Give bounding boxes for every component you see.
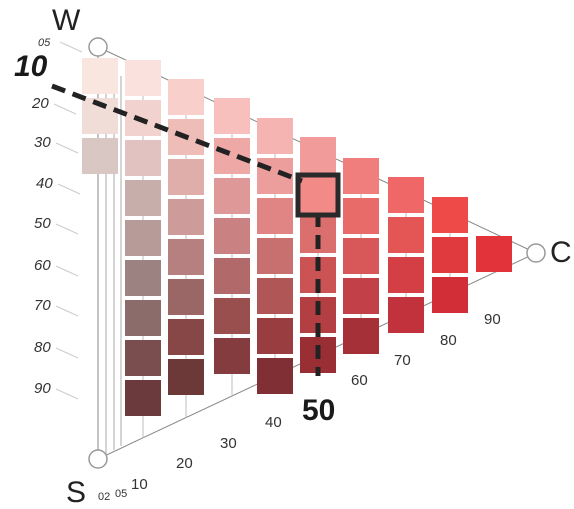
color-swatch [432,277,468,313]
blackness-tick-label: 30 [34,134,51,151]
chromaticness-tick-label: 90 [484,311,501,328]
chromaticness-tick-label: 05 [115,488,127,500]
color-swatch [388,217,424,253]
color-swatch [82,138,118,174]
black-endpoint-circle [88,449,108,469]
blackness-tick-mark [55,388,79,400]
color-swatch [214,298,250,334]
color-swatch [214,98,250,134]
chromaticness-tick-label: 30 [220,435,237,452]
color-swatch [388,257,424,293]
color-swatch [168,79,204,115]
blackness-tick-label: 05 [38,37,51,49]
blackness-tick-mark [53,103,77,115]
color-swatch [214,218,250,254]
color-swatch [125,140,161,176]
color-swatch [343,278,379,314]
chromaticness-tick-label: 02 [98,491,110,503]
color-swatch [125,180,161,216]
color-swatch [257,358,293,394]
white-axis-label: W [52,4,81,37]
color-swatch [343,158,379,194]
color-swatch [82,58,118,94]
color-swatch [125,220,161,256]
color-swatch [300,137,336,173]
blackness-tick-mark [57,183,81,195]
color-swatch [125,340,161,376]
blackness-tick-mark [55,305,79,317]
color-swatch [214,178,250,214]
black-axis-label: S [66,476,87,509]
color-swatch [168,279,204,315]
blackness-tick-mark [55,142,79,154]
white-endpoint-circle [88,37,108,57]
color-swatch [214,338,250,374]
color-swatch [125,300,161,336]
color-swatch [125,260,161,296]
color-swatch [125,60,161,96]
color-swatch [168,359,204,395]
blackness-tick-label: 80 [34,339,51,356]
color-swatch [432,197,468,233]
color-swatch [257,238,293,274]
chromaticness-tick-label: 60 [351,372,368,389]
blackness-tick-mark [55,223,79,235]
blackness-guide-line [51,83,303,184]
blackness-tick-label: 40 [36,175,53,192]
highlighted-swatch-frame [295,172,341,218]
chroma-axis-label: C [550,236,572,269]
swatch-grid [82,58,512,416]
blackness-tick-label: 90 [34,380,51,397]
color-swatch [343,198,379,234]
color-swatch [257,118,293,154]
color-swatch [257,198,293,234]
color-swatch [300,177,336,213]
color-swatch [168,239,204,275]
color-swatch [388,297,424,333]
color-swatch [343,318,379,354]
chromaticness-tick-label: 70 [394,352,411,369]
color-swatch [168,159,204,195]
blackness-tick-mark [55,265,79,277]
chromaticness-tick-label: 80 [440,332,457,349]
color-swatch [168,319,204,355]
color-swatch [214,138,250,174]
chromaticness-tick-label: 10 [131,476,148,493]
chroma-endpoint-circle [526,243,546,263]
guide-lines [51,83,341,376]
color-swatch [168,199,204,235]
color-swatch [257,318,293,354]
highlight-chromaticness-label: 50 [302,394,336,427]
color-swatch [343,238,379,274]
color-swatch [476,236,512,272]
color-swatch [388,177,424,213]
color-swatch [257,278,293,314]
chromaticness-tick-label: 20 [176,455,193,472]
blackness-tick-label: 60 [34,257,51,274]
blackness-tick-label: 50 [34,215,51,232]
color-swatch [432,237,468,273]
blackness-tick-label: 70 [34,297,51,314]
blackness-tick-mark [55,347,79,359]
highlight-blackness-label: 10 [14,50,48,83]
color-swatch [125,380,161,416]
blackness-tick-label: 20 [31,95,49,112]
blackness-tick-mark [59,41,83,53]
chromaticness-tick-label: 40 [265,414,282,431]
tick-labels: 05 20 30 40 50 60 70 80 90 02 05 10 20 30 40 60 70 80 90 [31,37,501,503]
color-swatch [214,258,250,294]
